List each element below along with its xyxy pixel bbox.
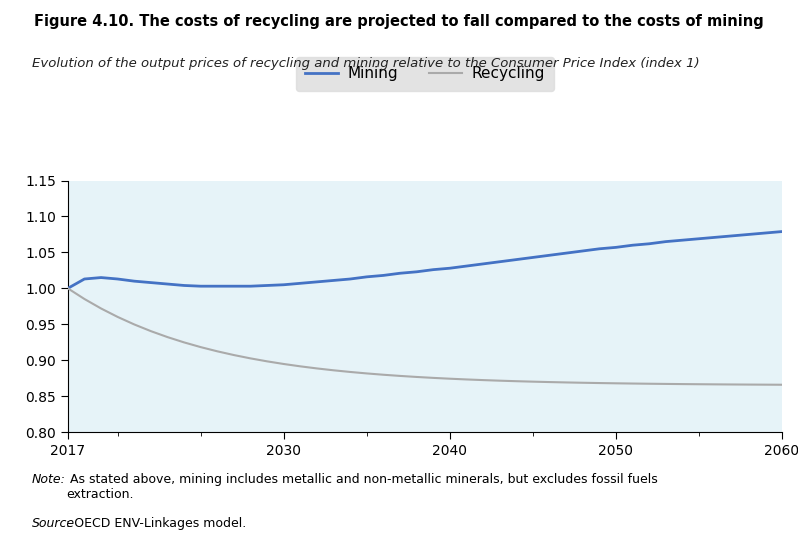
Text: Evolution of the output prices of recycling and mining relative to the Consumer : Evolution of the output prices of recycl…	[32, 57, 700, 71]
Text: Note:: Note:	[32, 473, 65, 486]
Text: Source: Source	[32, 517, 75, 530]
Text: : OECD ENV-Linkages model.: : OECD ENV-Linkages model.	[66, 517, 247, 530]
Text: Figure 4.10. The costs of recycling are projected to fall compared to the costs : Figure 4.10. The costs of recycling are …	[34, 14, 764, 28]
Legend: Mining, Recycling: Mining, Recycling	[296, 57, 554, 91]
Text: As stated above, mining includes metallic and non-metallic minerals, but exclude: As stated above, mining includes metalli…	[66, 473, 658, 501]
